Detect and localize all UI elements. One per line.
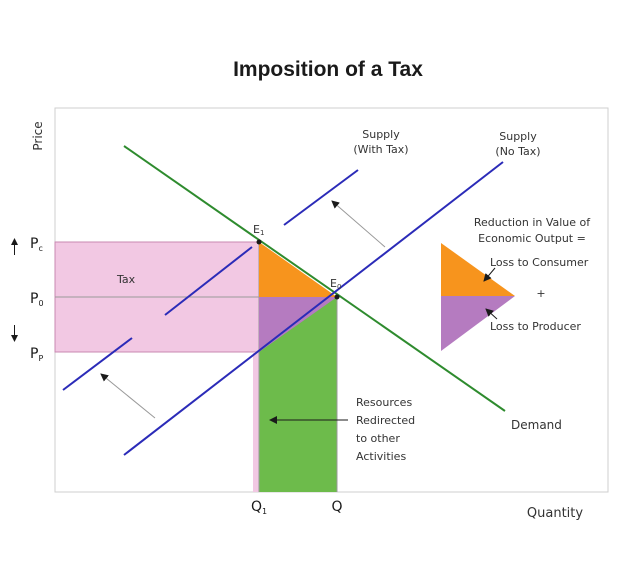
pp-label: PP — [30, 346, 43, 363]
legend-plus: + — [536, 287, 545, 300]
y-axis-label: Price — [31, 121, 45, 150]
resources-note-line4: Activities — [356, 450, 406, 463]
legend-consumer-label: Loss to Consumer — [490, 256, 589, 269]
legend-consumer-triangle — [441, 243, 515, 296]
producer-loss-triangle — [259, 297, 337, 352]
diagram-title: Imposition of a Tax — [233, 58, 423, 81]
legend-producer-label: Loss to Producer — [490, 320, 581, 333]
supply-shift-arrow-upper — [331, 200, 386, 248]
tax-label: Tax — [116, 273, 136, 286]
e1-label: E1 — [253, 223, 264, 237]
supply-with-tax-segment-upper — [283, 169, 359, 226]
resources-note-line3: to other — [356, 432, 400, 445]
x-axis-label: Quantity — [527, 506, 583, 521]
supply-with-tax-label-line2: (With Tax) — [353, 143, 408, 156]
supply-with-tax-segment-lower — [62, 337, 133, 391]
supply-no-tax-label-line1: Supply — [499, 130, 537, 143]
supply-no-tax-curve — [123, 161, 504, 456]
legend-heading-line2: Economic Output = — [478, 232, 586, 245]
supply-with-tax-segment-middle — [164, 246, 253, 316]
pc-label: Pc — [30, 236, 43, 253]
supply-no-tax-label-line2: (No Tax) — [495, 145, 540, 158]
supply-with-tax-label-line1: Supply — [362, 128, 400, 141]
q1-label: Q1 — [251, 499, 267, 516]
legend-consumer-arrow — [483, 267, 496, 282]
supply-shift-arrow-lower — [100, 373, 156, 419]
e1-point — [256, 239, 262, 245]
resources-note-line2: Redirected — [356, 414, 415, 427]
tax-region-sliver — [253, 352, 259, 492]
consumer-loss-triangle — [259, 242, 337, 297]
legend-heading-line1: Reduction in Value of — [474, 216, 591, 229]
demand-curve — [123, 145, 506, 412]
p0-label: P0 — [30, 291, 44, 308]
legend-producer-arrow — [485, 308, 498, 320]
e0-point — [334, 294, 340, 300]
q-label: Q — [331, 499, 342, 515]
resources-note-line1: Resources — [356, 396, 412, 409]
e0-label: E0 — [330, 277, 341, 291]
legend-producer-triangle — [441, 296, 515, 351]
demand-label: Demand — [511, 418, 562, 432]
up-arrow-icon — [11, 238, 18, 245]
down-arrow-icon — [11, 335, 18, 342]
